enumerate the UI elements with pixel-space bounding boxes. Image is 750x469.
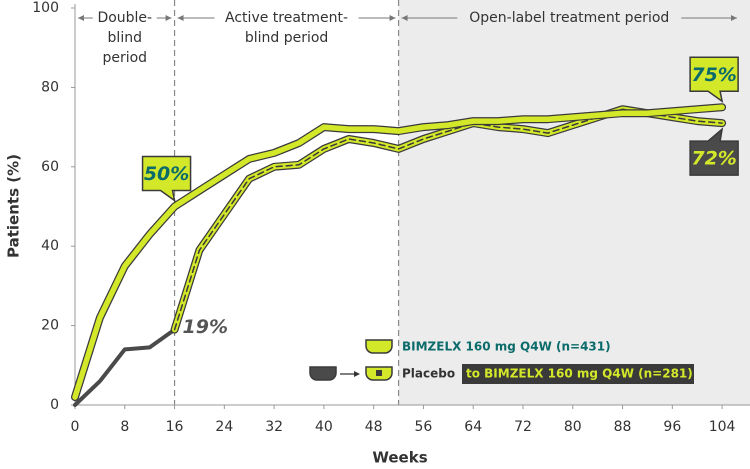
period-label: Open-label treatment period — [469, 10, 669, 26]
y-axis-label: Patients (%) — [5, 154, 23, 258]
x-tick-label: 64 — [464, 419, 482, 435]
y-tick-label: 40 — [41, 238, 59, 254]
legend-badge — [462, 364, 694, 384]
y-tick-label: 100 — [32, 0, 59, 16]
period-label: period — [102, 50, 147, 66]
value-label: 72% — [691, 148, 736, 170]
y-tick-label: 0 — [50, 397, 59, 413]
y-tick-label: 60 — [41, 159, 59, 175]
period-label: blind — [108, 30, 142, 46]
y-tick-label: 20 — [41, 318, 59, 334]
x-tick-label: 0 — [71, 419, 80, 435]
y-tick-label: 80 — [41, 79, 59, 95]
x-tick-label: 56 — [415, 419, 433, 435]
period-label: blind period — [245, 30, 328, 46]
x-tick-label: 104 — [709, 419, 736, 435]
legend-label: Placebo — [402, 367, 455, 381]
label-bg — [457, 9, 682, 27]
callout-box — [689, 127, 739, 176]
value-label: 75% — [691, 64, 736, 86]
x-tick-label: 96 — [663, 419, 681, 435]
series-line — [72, 104, 725, 400]
x-tick-label: 48 — [365, 419, 383, 435]
x-tick-label: 24 — [215, 419, 233, 435]
x-tick-label: 80 — [564, 419, 582, 435]
period-label: Active treatment- — [225, 10, 348, 26]
legend-label: BIMZELX 160 mg Q4W (n=431) — [402, 340, 611, 354]
value-label: 19% — [183, 316, 228, 338]
callout-box — [689, 56, 739, 103]
arrow-head — [354, 371, 360, 377]
legend-swatch-dot — [376, 370, 382, 376]
x-tick-label: 72 — [514, 419, 532, 435]
legend-swatch — [365, 339, 393, 354]
callout-box — [141, 155, 192, 203]
period-label: Double- — [97, 10, 152, 26]
label-bg — [214, 9, 359, 27]
x-tick-label: 32 — [265, 419, 283, 435]
series-line — [73, 327, 177, 407]
x-tick-label: 16 — [166, 419, 184, 435]
x-tick-label: 88 — [614, 419, 632, 435]
x-axis-label: Weeks — [372, 449, 427, 467]
legend-label: to BIMZELX 160 mg Q4W (n=281) — [466, 367, 693, 381]
legend-swatch — [309, 366, 337, 381]
x-tick-label: 8 — [120, 419, 129, 435]
label-bg — [92, 9, 157, 27]
value-label: 50% — [144, 163, 189, 185]
x-tick-label: 40 — [315, 419, 333, 435]
